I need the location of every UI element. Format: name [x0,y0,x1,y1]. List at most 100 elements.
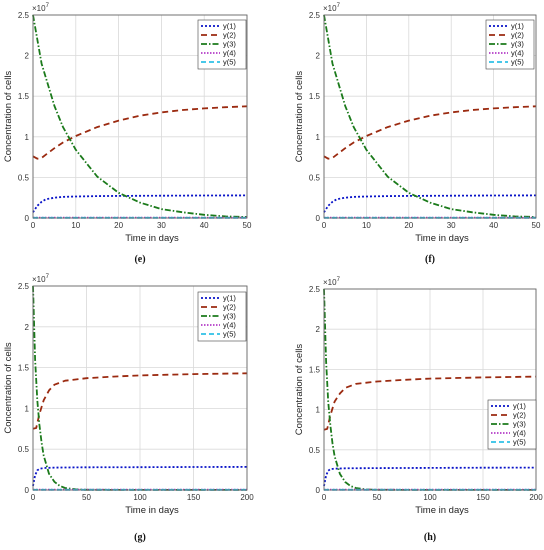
series-line-y1 [323,466,537,487]
x-tick-label: 150 [476,493,490,502]
y-axis-multiplier: ×107 [32,274,50,284]
x-axis-label: Time in days [125,233,179,244]
y-tick-label: 1.5 [309,92,321,101]
y-tick-label: 2.5 [18,11,30,20]
y-tick-label: 0 [25,214,30,223]
panel-caption: (g) [134,532,146,543]
y-axis-multiplier: ×107 [323,3,341,13]
chart-panel-f: 0 10 20 30 40 50 0 0.5 1 1.5 2 2.5×107 Time in days C… [294,3,541,265]
x-tick-label: 40 [200,221,209,230]
legend-entry: y(4) [511,49,524,58]
x-tick-label: 200 [529,493,543,502]
legend-entry: y(1) [511,22,524,31]
y-axis-label: Concentration of cells [294,344,305,436]
series-line-y1 [323,194,537,213]
legend-entry: y(1) [513,402,526,411]
legend-entry: y(5) [223,330,236,339]
y-tick-label: 2 [25,323,30,332]
y-tick-label: 2.5 [18,282,30,291]
legend-entry: y(4) [223,321,236,330]
chart-panel-e: 0 10 20 30 40 50 0 0.5 1 1.5 2 2.5×107 Time in days C… [3,3,252,265]
y-tick-label: 0.5 [309,446,321,455]
y-tick-label: 2.5 [309,11,321,20]
legend-entry: y(2) [223,303,236,312]
x-tick-label: 30 [447,221,456,230]
legend-entry: y(1) [223,294,236,303]
x-tick-label: 20 [404,221,413,230]
y-tick-label: 0.5 [18,445,30,454]
x-tick-label: 0 [31,493,36,502]
x-axis-label: Time in days [415,505,469,516]
legend-entry: y(2) [511,31,524,40]
y-tick-label: 1 [316,133,321,142]
legend-entry: y(5) [513,438,526,447]
chart-panel-g: 0 50 100 150 200 0 0.5 1 1.5 2 2.5×107 Time in days… [3,274,254,543]
series-line-y3 [323,14,537,218]
legend-entry: y(4) [513,429,526,438]
x-tick-label: 50 [243,221,252,230]
x-tick-label: 10 [362,221,371,230]
legend-entry: y(1) [223,22,236,31]
y-tick-label: 0.5 [18,173,30,182]
x-tick-label: 100 [133,493,147,502]
x-tick-label: 20 [114,221,123,230]
x-tick-label: 200 [240,493,254,502]
y-tick-label: 2 [25,52,30,61]
y-axis-multiplier: ×107 [32,3,50,13]
panel-caption: (h) [424,532,436,543]
x-tick-label: 0 [31,221,36,230]
x-tick-label: 10 [71,221,80,230]
y-axis-exponent: 7 [46,3,50,9]
y-tick-label: 0 [25,486,30,495]
y-tick-label: 0 [316,486,321,495]
y-axis-label: Concentration of cells [294,71,305,163]
series-line-y1 [32,465,248,487]
plot-frame [323,288,537,491]
y-tick-label: 1.5 [309,365,321,374]
y-tick-label: 1 [25,133,30,142]
x-tick-label: 100 [423,493,437,502]
y-tick-label: 2.5 [309,285,321,294]
y-axis-multiplier: ×107 [323,277,341,287]
series-line-y1 [32,194,248,213]
y-axis-exponent: 7 [46,274,50,280]
legend-entry: y(5) [511,58,524,67]
y-axis-label: Concentration of cells [3,342,14,434]
y-tick-label: 1.5 [18,92,30,101]
y-axis-label: Concentration of cells [3,71,14,163]
x-tick-label: 40 [489,221,498,230]
plot-frame [323,14,537,219]
series-line-y2 [323,105,537,160]
y-tick-label: 1 [316,406,321,415]
x-tick-label: 50 [373,493,382,502]
series-line-y2 [32,105,248,160]
series-line-y3 [32,14,248,218]
panel-caption: (e) [134,254,145,265]
x-tick-label: 0 [322,221,327,230]
y-tick-label: 2 [316,52,321,61]
chart-panel-h: 0 50 100 150 200 0 0.5 1 1.5 2 2.5×107 Time in days… [294,277,543,543]
x-tick-label: 50 [532,221,541,230]
y-axis-exponent: 7 [337,3,341,9]
plot-frame [32,14,248,219]
legend-entry: y(3) [223,40,236,49]
x-axis-label: Time in days [125,505,179,516]
x-axis-label: Time in days [415,233,469,244]
panel-caption: (f) [425,254,435,265]
legend-entry: y(3) [223,312,236,321]
x-tick-label: 50 [82,493,91,502]
legend-entry: y(3) [511,40,524,49]
y-tick-label: 2 [316,325,321,334]
y-tick-label: 0 [316,214,321,223]
x-tick-label: 30 [157,221,166,230]
x-tick-label: 0 [322,493,327,502]
x-tick-label: 150 [187,493,201,502]
legend-entry: y(3) [513,420,526,429]
legend-entry: y(2) [223,31,236,40]
legend-entry: y(4) [223,49,236,58]
y-tick-label: 1 [25,404,30,413]
y-axis-exponent: 7 [337,277,341,283]
plot-frame [32,285,248,491]
legend-entry: y(2) [513,411,526,420]
